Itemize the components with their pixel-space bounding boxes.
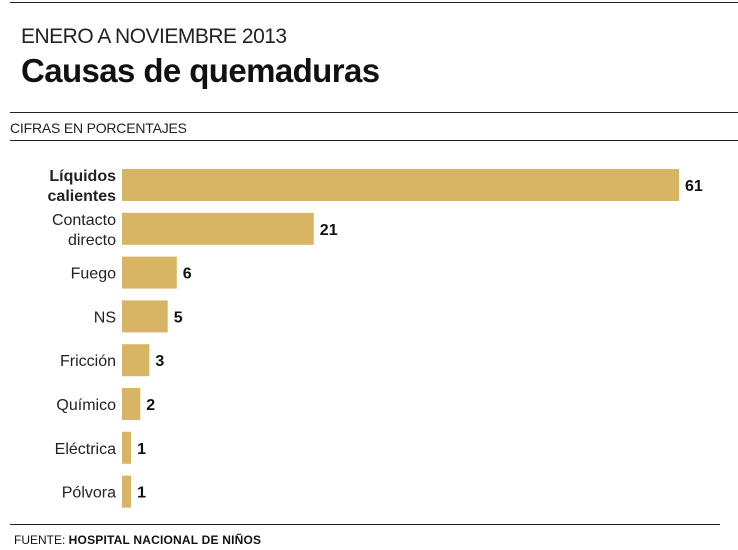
bar-3 — [122, 300, 168, 333]
bar-0 — [122, 169, 679, 201]
source-note: FUENTE: HOSPITAL NACIONAL DE NIÑOS — [14, 533, 261, 547]
top-rule — [10, 2, 738, 3]
bar-7 — [122, 475, 132, 508]
value-label-5: 2 — [146, 397, 155, 414]
header-divider — [10, 112, 738, 113]
bar-5 — [122, 388, 141, 420]
category-label-line: Pólvora — [62, 485, 116, 502]
category-label-2: Fuego — [71, 266, 116, 283]
units-divider — [10, 140, 738, 141]
bar-1 — [122, 212, 314, 245]
category-label-line: NS — [94, 309, 116, 326]
category-label-line: Eléctrica — [55, 441, 116, 458]
chart-title: Causas de quemaduras — [21, 52, 380, 89]
footer-divider — [10, 524, 720, 525]
value-label-7: 1 — [137, 485, 146, 502]
value-label-3: 5 — [174, 309, 183, 326]
category-label-line: Fuego — [71, 266, 116, 283]
category-label-7: Pólvora — [62, 485, 116, 502]
bar-2 — [122, 256, 177, 289]
value-label-6: 1 — [137, 441, 146, 458]
category-label-6: Eléctrica — [55, 441, 116, 458]
units-label: CIFRAS EN PORCENTAJES — [10, 120, 187, 136]
category-label-line: calientes — [48, 188, 117, 205]
value-label-4: 3 — [155, 353, 164, 370]
category-label-line: Químico — [56, 397, 116, 414]
bar-6 — [122, 431, 132, 464]
value-label-1: 21 — [320, 222, 338, 239]
source-prefix: FUENTE: — [14, 533, 69, 547]
category-label-4: Fricción — [60, 353, 116, 370]
source-name: HOSPITAL NACIONAL DE NIÑOS — [68, 533, 262, 547]
category-label-line: Contacto — [52, 212, 116, 229]
category-label-0: Líquidos calientes — [48, 168, 117, 205]
category-label-3: NS — [94, 309, 116, 326]
value-label-2: 6 — [183, 266, 192, 283]
bar-4 — [122, 344, 150, 377]
category-label-line: Fricción — [60, 353, 116, 370]
category-label-5: Químico — [56, 397, 116, 414]
category-label-line: Líquidos — [49, 168, 116, 185]
category-label-1: Contacto directo — [52, 212, 116, 249]
category-label-line: directo — [68, 232, 116, 249]
chart-subtitle: ENERO A NOVIEMBRE 2013 — [21, 25, 287, 48]
value-label-0: 61 — [685, 178, 703, 195]
